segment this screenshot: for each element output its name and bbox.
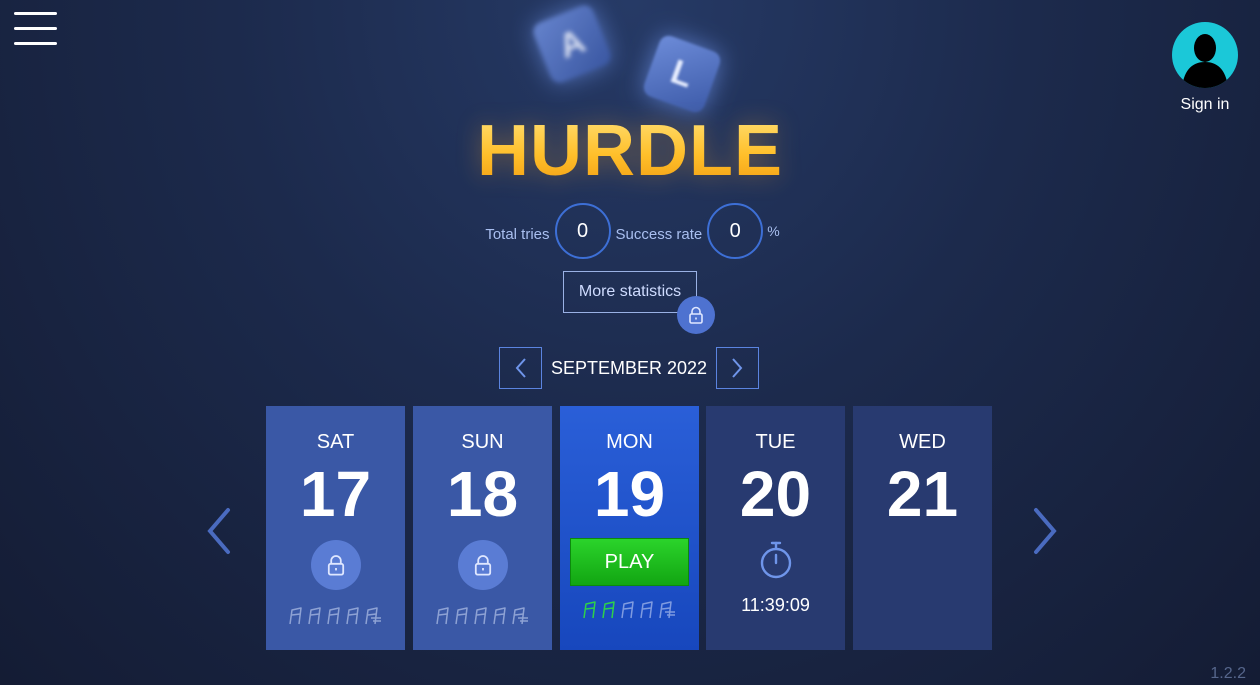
game-logo: HURDLE — [0, 110, 1260, 192]
user-silhouette-icon — [1172, 22, 1238, 88]
hurdle-icon — [346, 607, 359, 625]
hurdle-icon — [436, 607, 449, 625]
hurdle-progress — [266, 604, 405, 626]
lock-icon — [457, 540, 508, 590]
day-card-mon-19[interactable]: MON 19 PLAY — [560, 406, 699, 650]
total-tries-value: 0 — [554, 203, 611, 259]
hamburger-menu-icon[interactable] — [14, 12, 58, 46]
success-rate-value: 0 — [707, 203, 764, 259]
day-number: 21 — [886, 458, 959, 530]
day-card-sat-17[interactable]: SAT 17 — [266, 406, 405, 650]
hurdle-icon — [308, 607, 321, 625]
stats-row: Total tries 0 Success rate 0 % — [0, 203, 1260, 259]
month-label: SEPTEMBER 2022 — [550, 357, 708, 378]
hurdle-icon — [327, 607, 340, 625]
chevron-right-icon — [732, 358, 743, 378]
scroll-days-left-icon[interactable] — [204, 506, 234, 556]
success-rate-unit: % — [767, 223, 780, 239]
hurdle-icon — [659, 601, 675, 619]
day-number: 17 — [299, 458, 372, 530]
lock-icon — [310, 540, 361, 590]
day-name: TUE — [755, 431, 796, 453]
sign-in-label: Sign in — [1180, 96, 1230, 113]
hurdle-icon — [493, 607, 506, 625]
success-rate-label: Success rate — [615, 225, 703, 243]
day-name: WED — [899, 431, 946, 453]
hurdle-icon — [621, 601, 634, 619]
play-button[interactable]: PLAY — [570, 538, 689, 586]
hurdle-icon — [640, 601, 653, 619]
day-name: MON — [606, 431, 653, 453]
more-statistics-button[interactable]: More statistics — [563, 271, 697, 313]
day-card-sun-18[interactable]: SUN 18 — [413, 406, 552, 650]
total-tries-label: Total tries — [485, 225, 550, 243]
month-navigation: SEPTEMBER 2022 — [499, 347, 759, 389]
next-month-button[interactable] — [715, 347, 759, 389]
day-name: SAT — [316, 431, 355, 453]
hurdle-cleared-icon — [602, 601, 615, 619]
day-number: 18 — [446, 458, 519, 530]
chevron-left-icon — [515, 358, 526, 378]
day-card-tue-20: TUE 20 11:39:09 — [706, 406, 845, 650]
hurdle-icon — [289, 607, 302, 625]
hurdle-progress — [413, 604, 552, 626]
day-number: 19 — [593, 458, 666, 530]
hurdle-progress — [560, 598, 699, 620]
sign-in-button[interactable]: Sign in — [1172, 22, 1238, 114]
prev-month-button[interactable] — [499, 347, 542, 389]
hurdle-icon — [474, 607, 487, 625]
letter-tile-a: A — [530, 2, 614, 86]
hurdle-cleared-icon — [583, 601, 596, 619]
version-label: 1.2.2 — [1210, 665, 1246, 682]
hurdle-icon — [512, 607, 528, 625]
stopwatch-icon — [760, 541, 791, 579]
day-card-wed-21: WED 21 — [853, 406, 992, 650]
countdown-timer: 11:39:09 — [741, 595, 810, 615]
day-number: 20 — [739, 458, 812, 530]
letter-tile-l: L — [640, 32, 724, 116]
hurdle-icon — [455, 607, 468, 625]
day-name: SUN — [461, 431, 504, 453]
lock-icon — [677, 296, 715, 334]
hurdle-icon — [365, 607, 381, 625]
scroll-days-right-icon[interactable] — [1030, 506, 1060, 556]
